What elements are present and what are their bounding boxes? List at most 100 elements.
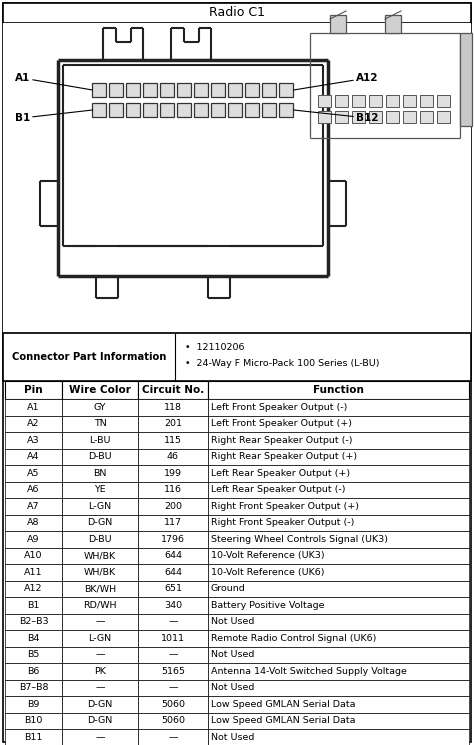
Text: B5: B5 [27, 650, 40, 659]
Text: D-GN: D-GN [87, 700, 113, 708]
Bar [335, 95, 348, 107]
Bar [420, 111, 433, 123]
Bar [138, 663, 208, 679]
Bar [138, 613, 208, 630]
Text: A1: A1 [15, 73, 92, 90]
Text: GY: GY [94, 403, 106, 412]
Text: D-GN: D-GN [87, 716, 113, 725]
Text: L-GN: L-GN [89, 634, 111, 643]
Text: B7–B8: B7–B8 [19, 683, 48, 692]
Bar [62, 481, 138, 498]
Bar [5, 432, 62, 448]
Bar [62, 465, 138, 481]
Text: —: — [95, 618, 105, 627]
Bar [385, 15, 401, 33]
Bar [246, 103, 259, 117]
Text: A7: A7 [27, 501, 40, 511]
Text: Connector Part Information: Connector Part Information [12, 352, 166, 362]
Bar [62, 613, 138, 630]
Text: B6: B6 [27, 667, 40, 676]
Bar [62, 580, 138, 597]
Text: 118: 118 [164, 403, 182, 412]
Text: 201: 201 [164, 419, 182, 428]
Bar [138, 712, 208, 729]
Bar [5, 630, 62, 647]
Text: 5060: 5060 [161, 700, 185, 708]
Text: BK/WH: BK/WH [84, 584, 116, 593]
Bar [208, 679, 469, 696]
Text: Left Front Speaker Output (+): Left Front Speaker Output (+) [211, 419, 352, 428]
Bar [369, 111, 382, 123]
Text: Wire Color: Wire Color [69, 385, 131, 395]
Bar [5, 399, 62, 416]
Bar [208, 630, 469, 647]
Bar [3, 23, 471, 333]
Bar [420, 95, 433, 107]
Text: Not Used: Not Used [211, 618, 255, 627]
Bar [208, 481, 469, 498]
Text: A9: A9 [27, 535, 40, 544]
Text: TN: TN [94, 419, 106, 428]
Text: 651: 651 [164, 584, 182, 593]
Bar [62, 381, 138, 399]
Bar [62, 663, 138, 679]
Text: Battery Positive Voltage: Battery Positive Voltage [211, 600, 325, 609]
Bar [127, 103, 140, 117]
Bar [208, 531, 469, 548]
Text: B12: B12 [293, 110, 379, 123]
Text: 10-Volt Reference (UK6): 10-Volt Reference (UK6) [211, 568, 325, 577]
Bar [138, 381, 208, 399]
Bar [138, 481, 208, 498]
Bar [62, 729, 138, 745]
Bar [386, 111, 399, 123]
Bar [5, 481, 62, 498]
Bar [5, 679, 62, 696]
Text: A6: A6 [27, 485, 40, 494]
Bar [208, 647, 469, 663]
Text: A1: A1 [27, 403, 40, 412]
Bar [208, 729, 469, 745]
Bar [5, 531, 62, 548]
Bar [177, 83, 191, 97]
Bar [138, 729, 208, 745]
Bar [352, 95, 365, 107]
Text: Left Rear Speaker Output (-): Left Rear Speaker Output (-) [211, 485, 346, 494]
Bar [211, 103, 226, 117]
Text: Right Rear Speaker Output (-): Right Rear Speaker Output (-) [211, 436, 353, 445]
Bar [208, 613, 469, 630]
Bar [194, 103, 209, 117]
Bar [263, 103, 276, 117]
Text: Antenna 14-Volt Switched Supply Voltage: Antenna 14-Volt Switched Supply Voltage [211, 667, 407, 676]
Text: A12: A12 [24, 584, 43, 593]
Bar [138, 448, 208, 465]
Text: Ground: Ground [211, 584, 246, 593]
Bar [138, 696, 208, 712]
Text: Pin: Pin [24, 385, 43, 395]
Bar [5, 548, 62, 564]
Bar [62, 498, 138, 515]
Text: Left Front Speaker Output (-): Left Front Speaker Output (-) [211, 403, 347, 412]
Bar [5, 498, 62, 515]
Bar [62, 399, 138, 416]
Bar [138, 647, 208, 663]
Text: —: — [168, 618, 178, 627]
Bar [403, 95, 416, 107]
Text: 1796: 1796 [161, 535, 185, 544]
Text: 46: 46 [167, 452, 179, 461]
Text: 340: 340 [164, 600, 182, 609]
Bar [280, 83, 293, 97]
Bar [138, 531, 208, 548]
Bar [138, 630, 208, 647]
Text: A12: A12 [293, 73, 379, 90]
Bar [5, 564, 62, 580]
Bar [5, 381, 62, 399]
Text: B4: B4 [27, 634, 40, 643]
Bar [62, 416, 138, 432]
Text: WH/BK: WH/BK [84, 568, 116, 577]
Text: B10: B10 [24, 716, 43, 725]
Text: 117: 117 [164, 519, 182, 527]
Text: —: — [168, 733, 178, 742]
Bar [161, 83, 174, 97]
Text: Not Used: Not Used [211, 650, 255, 659]
Bar [208, 399, 469, 416]
